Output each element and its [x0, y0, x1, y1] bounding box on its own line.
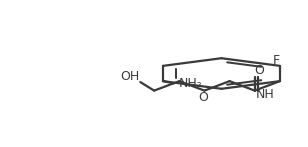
Text: OH: OH: [120, 70, 139, 83]
Text: NH₂: NH₂: [179, 77, 202, 90]
Text: F: F: [273, 54, 280, 67]
Text: O: O: [255, 64, 265, 77]
Text: NH: NH: [256, 88, 275, 101]
Text: O: O: [198, 91, 208, 104]
